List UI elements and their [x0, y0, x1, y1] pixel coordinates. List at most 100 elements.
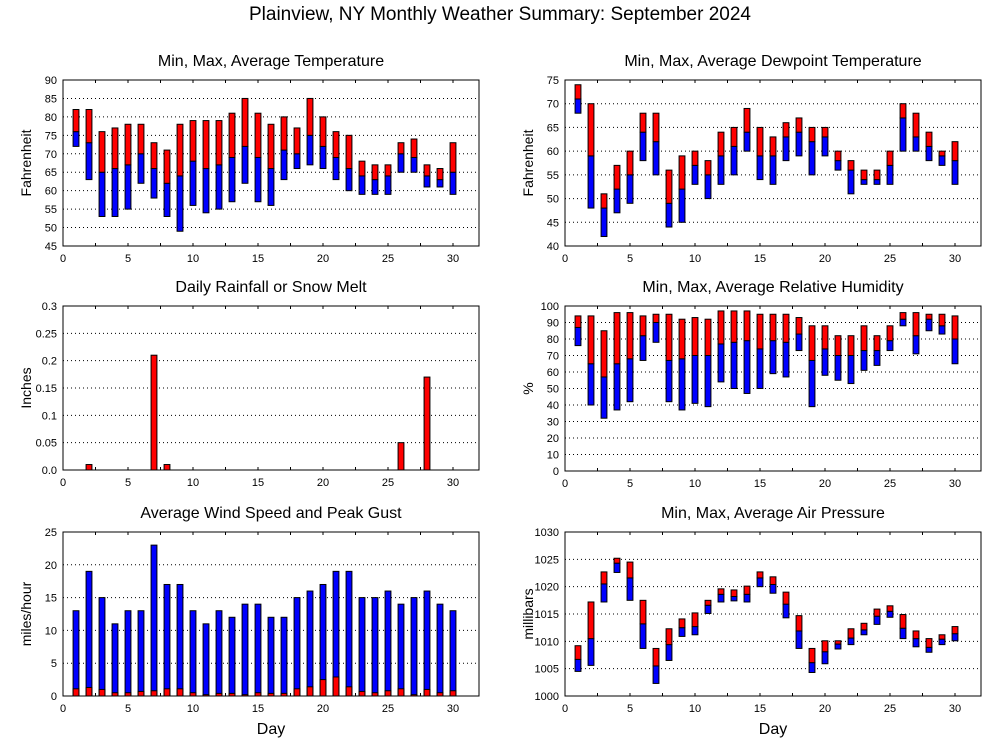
bar-min-avg: [111, 168, 119, 217]
bar-min-avg: [808, 662, 816, 673]
bar-avg-max: [678, 318, 686, 360]
bar-avg-max: [912, 630, 920, 640]
bar-avg-max: [821, 640, 829, 653]
chart-title: Min, Max, Average Dewpoint Temperature: [624, 53, 921, 70]
bar-avg-max: [886, 325, 894, 342]
bar-min-avg: [743, 593, 751, 603]
wind-chart: Average Wind Speed and Peak Gust 0 5 10 15 20…: [18, 505, 480, 738]
bar-avg-max: [782, 313, 790, 343]
y-tick-label: 90: [547, 318, 559, 330]
bar-min-avg: [912, 638, 920, 648]
y-tick-label: 1000: [535, 691, 559, 703]
bar-avg-max: [319, 116, 327, 147]
bar-min-avg: [678, 188, 686, 223]
bar-min-avg: [639, 623, 647, 649]
x-tick-label: 5: [627, 253, 633, 265]
bar-avg-max: [626, 312, 634, 360]
x-axis-label: Day: [257, 721, 285, 738]
bar-avg-max: [600, 330, 608, 378]
bar-min-avg: [665, 202, 673, 228]
y-axis-label: Fahrenheit: [520, 129, 536, 196]
bar-min-avg: [574, 658, 582, 672]
bar-avg-max: [254, 112, 262, 158]
bar-avg-max: [665, 313, 673, 361]
bar-min-avg: [860, 629, 868, 636]
bar-min-avg: [410, 156, 418, 173]
bar-min-avg: [652, 141, 660, 176]
bar-min-avg: [873, 179, 881, 185]
bar-avg-wind: [319, 679, 327, 697]
bar-avg-max: [847, 160, 855, 171]
bar-peak-gust: [449, 610, 457, 697]
bar-min-avg: [150, 168, 158, 199]
x-tick-label: 10: [689, 253, 701, 265]
bar-avg-max: [938, 313, 946, 327]
bar-avg-max: [795, 117, 803, 133]
bar-avg-max: [678, 618, 686, 629]
bar-min-avg: [847, 169, 855, 195]
bar-avg-max: [704, 599, 712, 606]
bar-avg-max: [821, 126, 829, 138]
bar-peak-gust: [384, 590, 392, 697]
bar-avg-max: [691, 317, 699, 356]
bar-peak-gust: [111, 623, 119, 697]
bar-min-avg: [951, 633, 959, 642]
bar-min-avg: [254, 156, 262, 203]
bar-avg-max: [639, 112, 647, 133]
y-tick-label: 0.3: [42, 301, 57, 313]
bar-min-avg: [587, 155, 595, 209]
x-tick-label: 30: [949, 478, 961, 490]
bar-min-avg: [678, 358, 686, 411]
bar-min-avg: [613, 188, 621, 214]
bar-avg-wind: [293, 688, 301, 697]
bar-min-avg: [847, 355, 855, 385]
bar-avg-max: [587, 315, 595, 365]
bar-avg-max: [652, 112, 660, 143]
bar-min-avg: [938, 155, 946, 166]
bar-min-avg: [626, 577, 634, 601]
bar-avg-max: [691, 612, 699, 628]
bar-min-avg: [626, 174, 634, 204]
bar-avg-max: [717, 310, 725, 345]
x-tick-label: 5: [125, 477, 131, 489]
x-tick-label: 15: [252, 703, 264, 715]
y-tick-label: 45: [547, 217, 559, 229]
y-tick-label: 0.15: [36, 383, 57, 395]
bar-avg-max: [769, 313, 777, 342]
bar-min-avg: [704, 604, 712, 614]
y-tick-label: 25: [45, 527, 57, 539]
x-tick-label: 0: [562, 703, 568, 715]
bar-min-avg: [951, 338, 959, 365]
bar-min-avg: [769, 155, 777, 185]
bar-avg-max: [704, 318, 712, 357]
y-axis-label: miles/hour: [18, 581, 34, 646]
y-axis-label: Inches: [18, 367, 34, 408]
bar-min-avg: [241, 145, 249, 184]
bar-avg-wind: [449, 690, 457, 697]
bar-min-avg: [769, 583, 777, 594]
bar-avg-max: [769, 136, 777, 157]
y-tick-label: 50: [45, 223, 57, 235]
bar-avg-max: [600, 571, 608, 585]
bar-min-avg: [808, 359, 816, 408]
bar-min-avg: [834, 643, 842, 650]
page-title: Plainview, NY Monthly Weather Summary: S…: [249, 4, 751, 25]
bar-avg-wind: [332, 676, 340, 697]
y-tick-label: 1015: [535, 609, 559, 621]
bar-min-avg: [98, 171, 106, 217]
y-tick-label: 40: [547, 400, 559, 412]
bar-avg-max: [743, 107, 751, 133]
bar-min-avg: [730, 341, 738, 389]
bar-avg-max: [938, 634, 946, 640]
bar-avg-max: [808, 126, 816, 143]
bar-avg-max: [704, 160, 712, 176]
y-tick-label: 70: [547, 99, 559, 111]
bar-avg-max: [691, 150, 699, 166]
bar-min-avg: [938, 638, 946, 646]
bar-avg-max: [821, 325, 829, 350]
x-tick-label: 30: [949, 703, 961, 715]
x-tick-label: 30: [447, 477, 459, 489]
bar-avg-max: [371, 164, 379, 181]
chart-title: Average Wind Speed and Peak Gust: [140, 505, 402, 522]
